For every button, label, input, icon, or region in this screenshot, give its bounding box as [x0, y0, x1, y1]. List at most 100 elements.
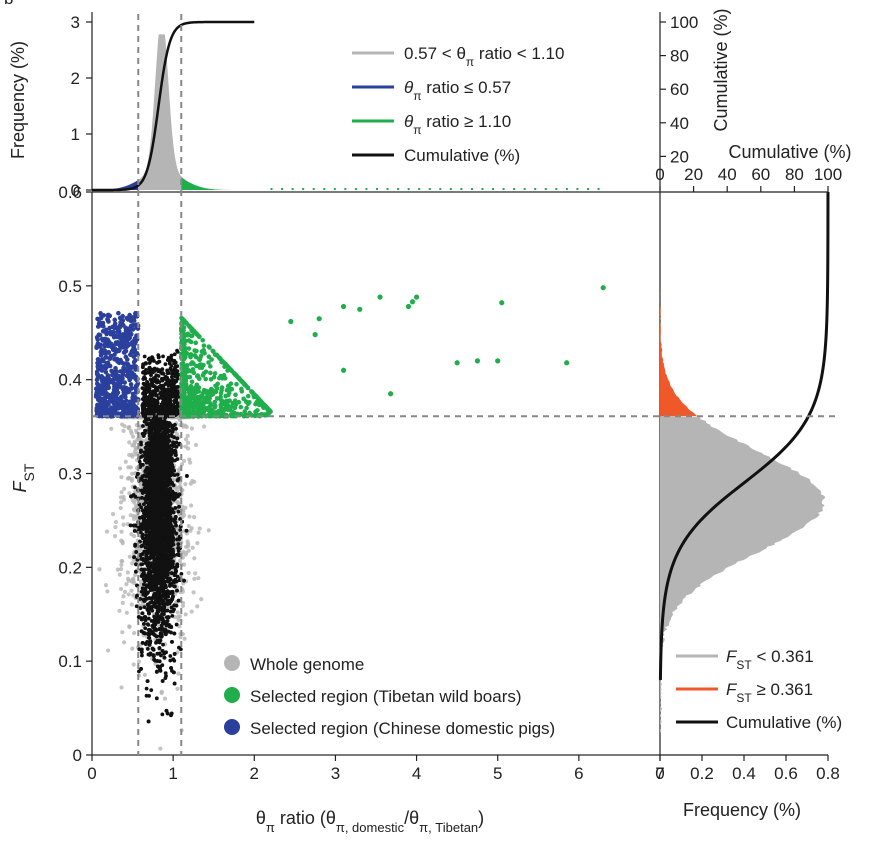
scatter-point-black [163, 676, 168, 681]
scatter-point-gray [132, 449, 138, 454]
scatter-point-gray [175, 686, 180, 691]
scatter-point-gray [183, 444, 188, 449]
scatter-point-black [139, 667, 143, 671]
scatter-point-black [168, 583, 172, 588]
scatter-point-gray [189, 526, 194, 531]
scatter-point-black [154, 696, 159, 701]
scatter-point-black [147, 501, 151, 506]
top-right-tick-label: 40 [670, 114, 689, 133]
scatter-point-gray [119, 490, 124, 495]
scatter-point-black [139, 650, 144, 655]
scatter-point-gray [121, 428, 126, 433]
scatter-point-black [140, 653, 144, 658]
scatter-point-gray [185, 440, 191, 445]
scatter-point-gray [132, 630, 137, 636]
scatter-point-gray [176, 614, 181, 620]
scatter-point-gray [115, 567, 120, 572]
scatter-point-black [177, 504, 181, 509]
scatter-point-gray [123, 459, 128, 464]
scatter-point-gray [130, 646, 135, 651]
scatter-point-black [169, 605, 174, 610]
scatter-point-black [155, 651, 160, 656]
scatter-point-black [145, 622, 150, 627]
scatter-point-black [170, 425, 175, 430]
scatter-point-gray [125, 570, 130, 575]
top-hist-green-fleck [449, 188, 452, 190]
scatter-point-black [160, 712, 165, 717]
panel-label: b [4, 0, 13, 8]
scatter-point-gray [175, 485, 180, 491]
scatter-point-gray [130, 434, 136, 439]
scatter-point-black [143, 579, 147, 583]
scatter-point-black [169, 447, 174, 452]
top-hist-green-fleck [386, 188, 389, 190]
top-right-title: Cumulative (%) [711, 8, 731, 131]
scatter-point-gray [127, 624, 132, 629]
scatter-point-gray [183, 437, 189, 442]
scatter-point-black [174, 622, 179, 627]
top-hist-green-fleck [523, 188, 526, 190]
scatter-point-gray [130, 471, 135, 476]
scatter-point-gray [117, 608, 122, 613]
scatter-point-gray [120, 559, 125, 564]
scatter-point-black [143, 626, 148, 631]
scatter-point-gray [189, 426, 194, 431]
scatter-point-gray [199, 596, 204, 602]
scatter-point-black [133, 542, 138, 547]
scatter-point-black [174, 603, 179, 608]
top-hist-green-fleck [333, 188, 336, 190]
scatter-point-gray [121, 594, 126, 599]
scatter-point-black [172, 652, 177, 656]
scatter-point-black [141, 527, 146, 531]
top-legend-label: θπ ratio ≤ 0.57 [404, 78, 511, 103]
scatter-point-gray [97, 567, 102, 572]
scatter-point-black [161, 618, 166, 623]
scatter-point-black [175, 537, 179, 542]
scatter-point-gray [186, 523, 191, 529]
top-hist-green-fleck [513, 188, 516, 190]
scatter-point-gray [184, 424, 189, 430]
scatter-point-gray [191, 515, 197, 520]
top-hist-green-fleck [302, 188, 305, 190]
scatter-point-gray [126, 476, 131, 481]
scatter-point-black [151, 619, 156, 623]
scatter-point-gray [121, 494, 126, 499]
top-histogram-fill [96, 34, 600, 190]
scatter-point-black [152, 657, 157, 662]
scatter-point-black [171, 670, 176, 675]
scatter-point-gray [126, 592, 131, 597]
top-right-tick-label: 60 [670, 80, 689, 99]
scatter-point-black [167, 492, 171, 497]
scatter-point-black [172, 681, 177, 686]
scatter-point-gray [193, 442, 199, 448]
scatter-point-black [166, 424, 171, 429]
scatter-point-black [132, 555, 137, 560]
scatter-point-gray [139, 579, 144, 584]
scatter-point-gray [189, 609, 194, 614]
scatter-point-gray [127, 425, 132, 430]
scatter-point-black [143, 428, 148, 433]
scatter-point-gray [122, 486, 127, 491]
scatter-point-gray [133, 498, 138, 503]
scatter-point-gray [129, 602, 134, 607]
scatter-point-gray [191, 590, 196, 595]
top-hist-green-fleck [344, 188, 347, 190]
scatter-point-gray [176, 467, 182, 472]
scatter-point-black [159, 634, 164, 638]
scatter-point-gray [156, 623, 161, 628]
scatter-point-black [160, 449, 165, 454]
scatter-point-gray [119, 529, 124, 534]
scatter-point-gray [196, 530, 201, 535]
scatter-point-gray [175, 499, 180, 505]
top-hist-green-fleck [428, 188, 431, 190]
scatter-point-black [139, 505, 144, 510]
top-hist-blue [96, 179, 139, 190]
scatter-point-gray [192, 479, 197, 484]
scatter-point-gray [183, 552, 188, 557]
scatter-point-black [154, 634, 159, 639]
scatter-point-gray [138, 582, 143, 588]
top-hist-green-fleck [481, 188, 484, 190]
